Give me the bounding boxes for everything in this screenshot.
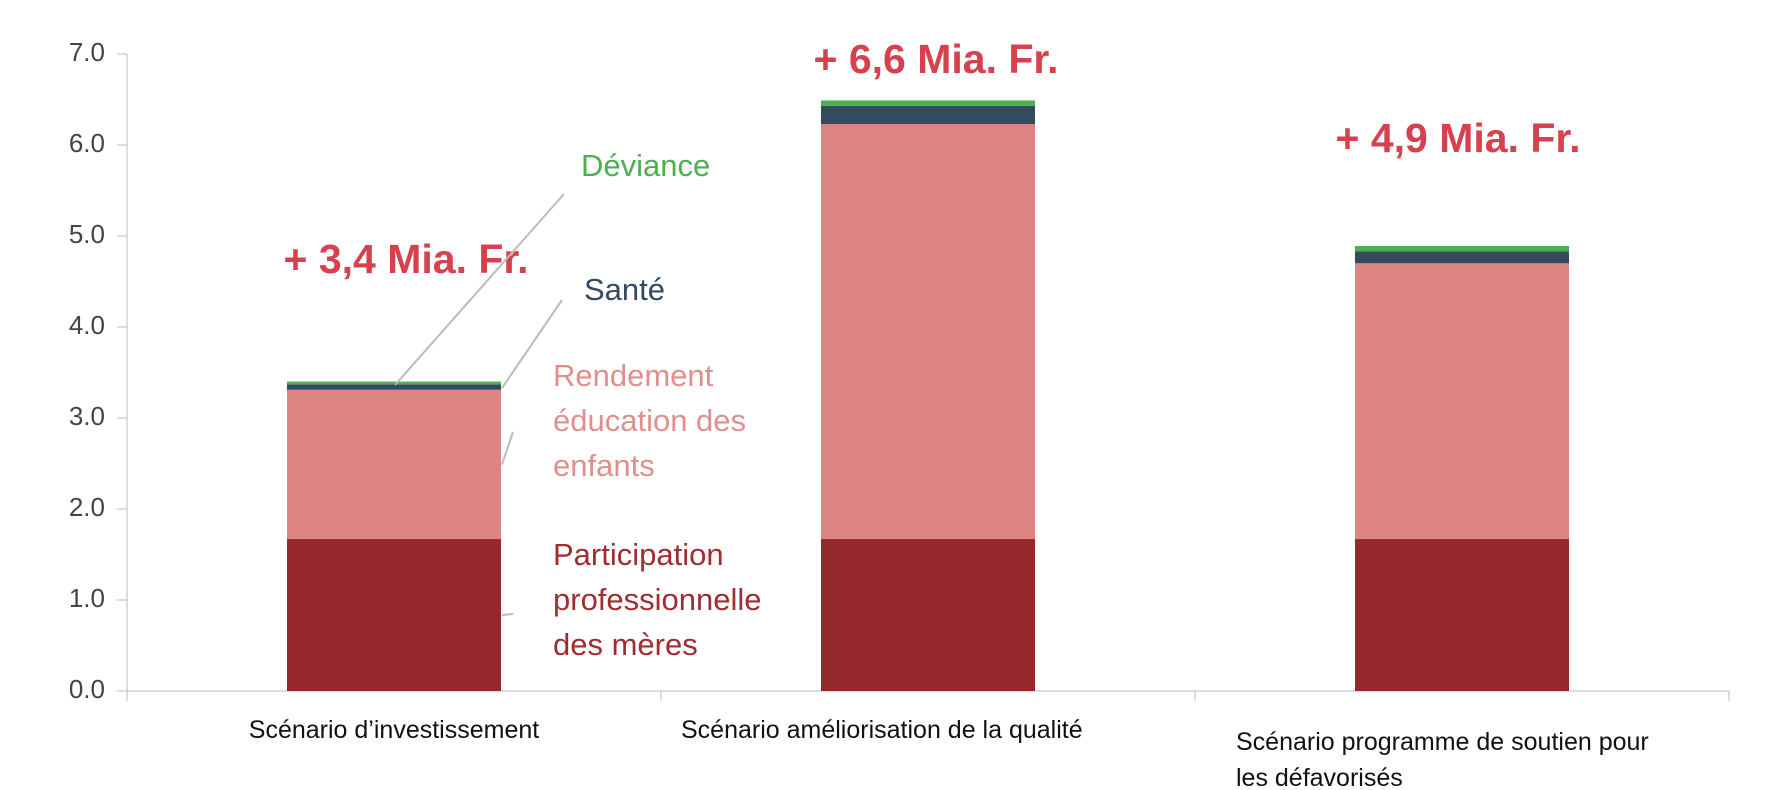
legend-label: Rendement éducation des enfants <box>553 358 747 483</box>
bar-segment <box>821 124 1035 540</box>
y-tick-label: 5.0 <box>69 219 105 249</box>
legend-label: Déviance <box>581 148 711 183</box>
leader-line <box>394 193 565 386</box>
legend-label: Participation professionnelle des mères <box>553 537 762 662</box>
bar-segment <box>1355 246 1569 252</box>
bar-segment <box>821 105 1035 125</box>
y-tick-label: 2.0 <box>69 492 105 522</box>
leader-line <box>501 431 514 465</box>
x-tick-label: Scénario améliorisation de la qualité <box>681 716 1083 744</box>
leader-line <box>501 299 563 389</box>
bar-segment <box>287 381 501 385</box>
bar-segment <box>821 100 1035 106</box>
leader-line <box>501 613 514 617</box>
y-tick-label: 6.0 <box>69 128 105 158</box>
bar-segment <box>287 384 501 390</box>
bar-segment <box>287 539 501 691</box>
annotation: + 4,9 Mia. Fr. <box>1336 115 1581 161</box>
y-tick-label: 7.0 <box>69 37 105 67</box>
x-tick-label: Scénario d’investissement <box>248 716 540 744</box>
x-tick-label: Scénario programme de soutien pour les d… <box>1236 728 1649 790</box>
bar-segment <box>1355 251 1569 264</box>
y-tick-label: 4.0 <box>69 310 105 340</box>
y-tick-label: 1.0 <box>69 583 105 613</box>
y-tick-label: 0.0 <box>69 674 105 704</box>
bar-segment <box>287 389 501 540</box>
annotation: + 6,6 Mia. Fr. <box>814 36 1059 82</box>
bar-segment <box>1355 263 1569 540</box>
annotation: + 3,4 Mia. Fr. <box>284 236 529 282</box>
bar-segment <box>821 539 1035 691</box>
bar-segment <box>1355 539 1569 691</box>
legend-label: Santé <box>584 272 666 307</box>
y-tick-label: 3.0 <box>69 401 105 431</box>
